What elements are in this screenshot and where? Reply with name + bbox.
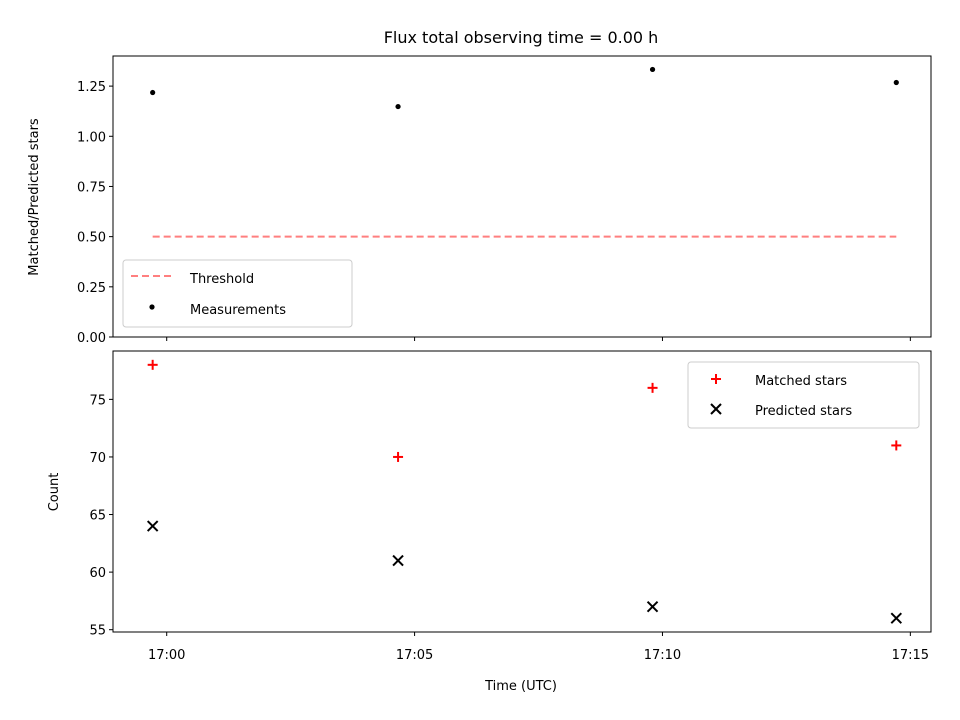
x-axis-label: Time (UTC) bbox=[484, 679, 557, 694]
top-plot-marks bbox=[150, 66, 899, 238]
top-panel-frame bbox=[112, 55, 932, 338]
bottom-x-axis: 17:00 17:05 17:10 17:15 bbox=[148, 632, 929, 663]
top-y-tick-label: 1.25 bbox=[77, 80, 106, 95]
bottom-legend-box bbox=[687, 361, 920, 429]
legend-predicted-swatch bbox=[710, 403, 722, 415]
bottom-y-axis-label: Count bbox=[47, 473, 62, 512]
top-x-axis bbox=[166, 337, 911, 341]
chart-title: Flux total observing time = 0.00 h bbox=[384, 28, 659, 47]
matched-stars-point bbox=[891, 440, 902, 451]
top-legend-box bbox=[122, 259, 353, 328]
matched-stars-point bbox=[393, 451, 404, 462]
predicted-stars-point bbox=[646, 600, 659, 613]
bottom-y-tick-label: 75 bbox=[89, 393, 106, 408]
top-y-axis-label: Matched/Predicted stars bbox=[27, 118, 42, 276]
top-legend: Threshold Measurements bbox=[122, 259, 353, 328]
measurement-point bbox=[893, 79, 899, 86]
legend-predicted-label: Predicted stars bbox=[755, 404, 852, 419]
matched-stars-point bbox=[147, 359, 158, 370]
predicted-stars-point bbox=[890, 612, 903, 624]
top-y-tick-label: 0.00 bbox=[77, 331, 106, 346]
top-y-tick-label: 0.75 bbox=[77, 180, 106, 195]
bottom-y-tick-label: 60 bbox=[89, 566, 106, 581]
measurement-point bbox=[649, 66, 656, 73]
bottom-y-tick-label: 70 bbox=[89, 451, 106, 466]
top-y-tick-label: 0.50 bbox=[77, 231, 106, 246]
bottom-panel-frame bbox=[112, 350, 932, 633]
x-tick-label: 17:05 bbox=[396, 648, 433, 663]
bottom-legend: Matched stars Predicted stars bbox=[687, 361, 920, 429]
bottom-y-tick-label: 65 bbox=[89, 509, 106, 524]
bottom-panel: 55 60 65 70 75 17:00 17:05 17:10 17:15 Count Ti… bbox=[47, 350, 932, 694]
bottom-plot-marks bbox=[146, 359, 903, 624]
legend-measurements-label: Measurements bbox=[190, 303, 286, 318]
x-tick-label: 17:00 bbox=[148, 648, 185, 663]
top-y-tick-label: 0.25 bbox=[77, 281, 106, 296]
matched-stars-point bbox=[647, 382, 658, 393]
top-panel: 0.00 0.25 0.50 0.75 1.00 1.25 Matched/Predict… bbox=[27, 55, 932, 346]
legend-measurements-swatch bbox=[149, 304, 155, 310]
predicted-stars-point bbox=[392, 554, 404, 567]
measurement-point bbox=[395, 103, 401, 110]
legend-matched-label: Matched stars bbox=[755, 374, 847, 389]
bottom-y-axis: 55 60 65 70 75 bbox=[89, 393, 113, 639]
x-tick-label: 17:15 bbox=[892, 648, 929, 663]
legend-threshold-label: Threshold bbox=[189, 272, 254, 287]
x-tick-label: 17:10 bbox=[644, 648, 681, 663]
legend-matched-swatch bbox=[711, 374, 721, 384]
top-y-axis: 0.00 0.25 0.50 0.75 1.00 1.25 bbox=[77, 80, 113, 346]
measurement-point bbox=[150, 89, 156, 96]
bottom-y-tick-label: 55 bbox=[89, 624, 106, 639]
top-y-tick-label: 1.00 bbox=[77, 130, 106, 145]
predicted-stars-point bbox=[146, 520, 159, 532]
